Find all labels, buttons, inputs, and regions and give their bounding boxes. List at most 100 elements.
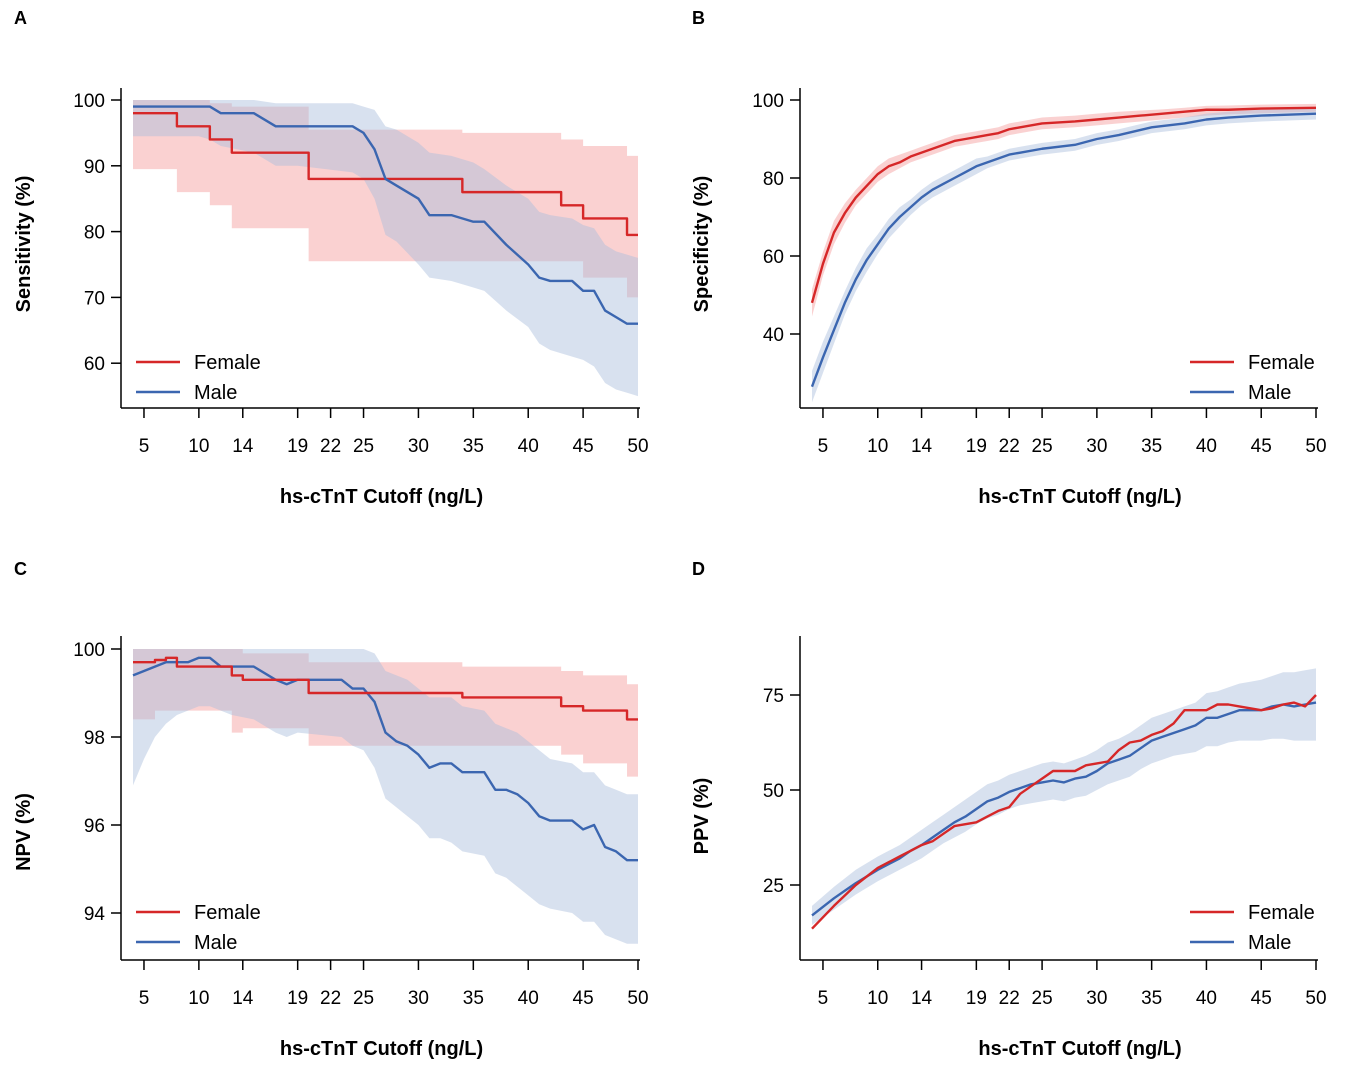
panel-a: A 60 70 80 90 100 5 10 14 19 22 25 30 35 40 45 50 hs-cTnT…	[13, 8, 649, 508]
female-line	[133, 656, 638, 721]
x-tick-label: 50	[1305, 988, 1326, 1009]
x-tick-label: 19	[287, 436, 308, 457]
y-tick-label: 50	[763, 781, 784, 802]
y-axis-title: Sensitivity (%)	[13, 176, 35, 313]
y-tick-label: 100	[73, 91, 105, 112]
x-tick-label: 35	[463, 436, 484, 457]
male-ci-band	[812, 107, 1316, 403]
x-tick-label: 50	[627, 436, 648, 457]
panel-d: D 25 50 75 5 10 14 19 22 25 30 35 40 45 50 hs-cTnT Cuto…	[691, 559, 1327, 1060]
legend-label-female: Female	[194, 352, 261, 374]
x-tick-label: 10	[188, 436, 209, 457]
x-tick-label: 45	[573, 988, 594, 1009]
panel-letter: C	[14, 559, 27, 579]
x-tick-label: 35	[1141, 988, 1162, 1009]
y-tick-label: 100	[73, 640, 105, 661]
x-tick-label: 22	[320, 988, 341, 1009]
x-tick-label: 22	[320, 436, 341, 457]
y-tick-label: 80	[763, 169, 784, 190]
legend-label-male: Male	[194, 382, 237, 404]
x-tick-label: 50	[1305, 436, 1326, 457]
legend: Female Male	[136, 902, 261, 954]
legend: Female Male	[136, 352, 261, 404]
y-tick-label: 98	[84, 728, 105, 749]
male-line	[810, 112, 1317, 388]
x-tick-label: 45	[1251, 988, 1272, 1009]
x-tick-label: 10	[867, 988, 888, 1009]
x-tick-label: 40	[1196, 988, 1217, 1009]
y-tick-label: 80	[84, 223, 105, 244]
x-tick-label: 14	[911, 436, 933, 457]
legend: Female Male	[1190, 352, 1315, 404]
legend: Female Male	[1190, 902, 1315, 954]
y-tick-label: 94	[84, 904, 106, 925]
y-tick-label: 40	[763, 325, 784, 346]
x-tick-label: 40	[518, 436, 539, 457]
x-tick-label: 10	[867, 436, 888, 457]
x-tick-label: 35	[1141, 436, 1162, 457]
x-axis-title: hs-cTnT Cutoff (ng/L)	[978, 1038, 1181, 1060]
x-tick-label: 19	[966, 988, 987, 1009]
x-tick-label: 5	[139, 436, 150, 457]
legend-label-male: Male	[194, 932, 237, 954]
x-tick-label: 22	[999, 988, 1020, 1009]
x-tick-label: 45	[1251, 436, 1272, 457]
x-tick-label: 25	[1032, 988, 1053, 1009]
legend-label-male: Male	[1248, 382, 1291, 404]
male-ci-band	[133, 649, 638, 944]
x-axis-title: hs-cTnT Cutoff (ng/L)	[280, 486, 483, 508]
x-tick-label: 30	[1086, 988, 1107, 1009]
female-line	[810, 106, 1317, 304]
y-tick-label: 90	[84, 157, 105, 178]
x-axis-title: hs-cTnT Cutoff (ng/L)	[280, 1038, 483, 1060]
x-axis-title: hs-cTnT Cutoff (ng/L)	[978, 486, 1181, 508]
y-tick-label: 96	[84, 816, 105, 837]
female-ci-band	[133, 100, 638, 298]
y-tick-label: 70	[84, 288, 105, 309]
x-tick-label: 14	[911, 988, 933, 1009]
y-tick-label: 25	[763, 876, 784, 897]
x-tick-label: 10	[188, 988, 209, 1009]
x-tick-label: 5	[139, 988, 150, 1009]
legend-label-female: Female	[1248, 352, 1315, 374]
x-tick-label: 50	[627, 988, 648, 1009]
panel-letter: A	[14, 8, 27, 28]
y-axis-title: NPV (%)	[13, 793, 35, 871]
x-tick-label: 30	[408, 988, 429, 1009]
x-tick-label: 40	[1196, 436, 1217, 457]
x-tick-label: 19	[287, 988, 308, 1009]
male-ci-band	[133, 100, 638, 397]
x-tick-label: 22	[999, 436, 1020, 457]
legend-label-female: Female	[194, 902, 261, 924]
y-tick-label: 75	[763, 686, 784, 707]
female-ci-band	[812, 103, 1316, 317]
y-axis-title: PPV (%)	[691, 778, 713, 855]
x-tick-label: 25	[1032, 436, 1053, 457]
x-tick-label: 40	[518, 988, 539, 1009]
panel-letter: B	[692, 8, 705, 28]
x-tick-label: 14	[232, 988, 254, 1009]
male-ci-band	[812, 668, 1316, 925]
x-tick-label: 30	[408, 436, 429, 457]
y-axis-title: Specificity (%)	[691, 176, 713, 313]
panel-letter: D	[692, 559, 705, 579]
x-tick-label: 14	[232, 436, 254, 457]
x-tick-label: 5	[818, 436, 829, 457]
x-tick-label: 19	[966, 436, 987, 457]
female-line	[811, 694, 1317, 930]
x-tick-label: 35	[463, 988, 484, 1009]
y-tick-label: 60	[763, 247, 784, 268]
x-tick-label: 25	[353, 436, 374, 457]
x-tick-label: 5	[818, 988, 829, 1009]
panel-c: C 94 96 98 100 5 10 14 19 22 25 30 35 40 45 50 hs-cTnT C…	[13, 559, 649, 1060]
x-tick-label: 25	[353, 988, 374, 1009]
x-tick-label: 45	[573, 436, 594, 457]
panel-b: B 40 60 80 100 5 10 14 19 22 25 30 35 40 45 50 hs-cTnT C…	[691, 8, 1327, 508]
y-tick-label: 60	[84, 354, 105, 375]
male-line	[133, 105, 638, 325]
y-tick-label: 100	[752, 91, 784, 112]
legend-label-male: Male	[1248, 932, 1291, 954]
male-line	[132, 656, 638, 862]
x-tick-label: 30	[1086, 436, 1107, 457]
